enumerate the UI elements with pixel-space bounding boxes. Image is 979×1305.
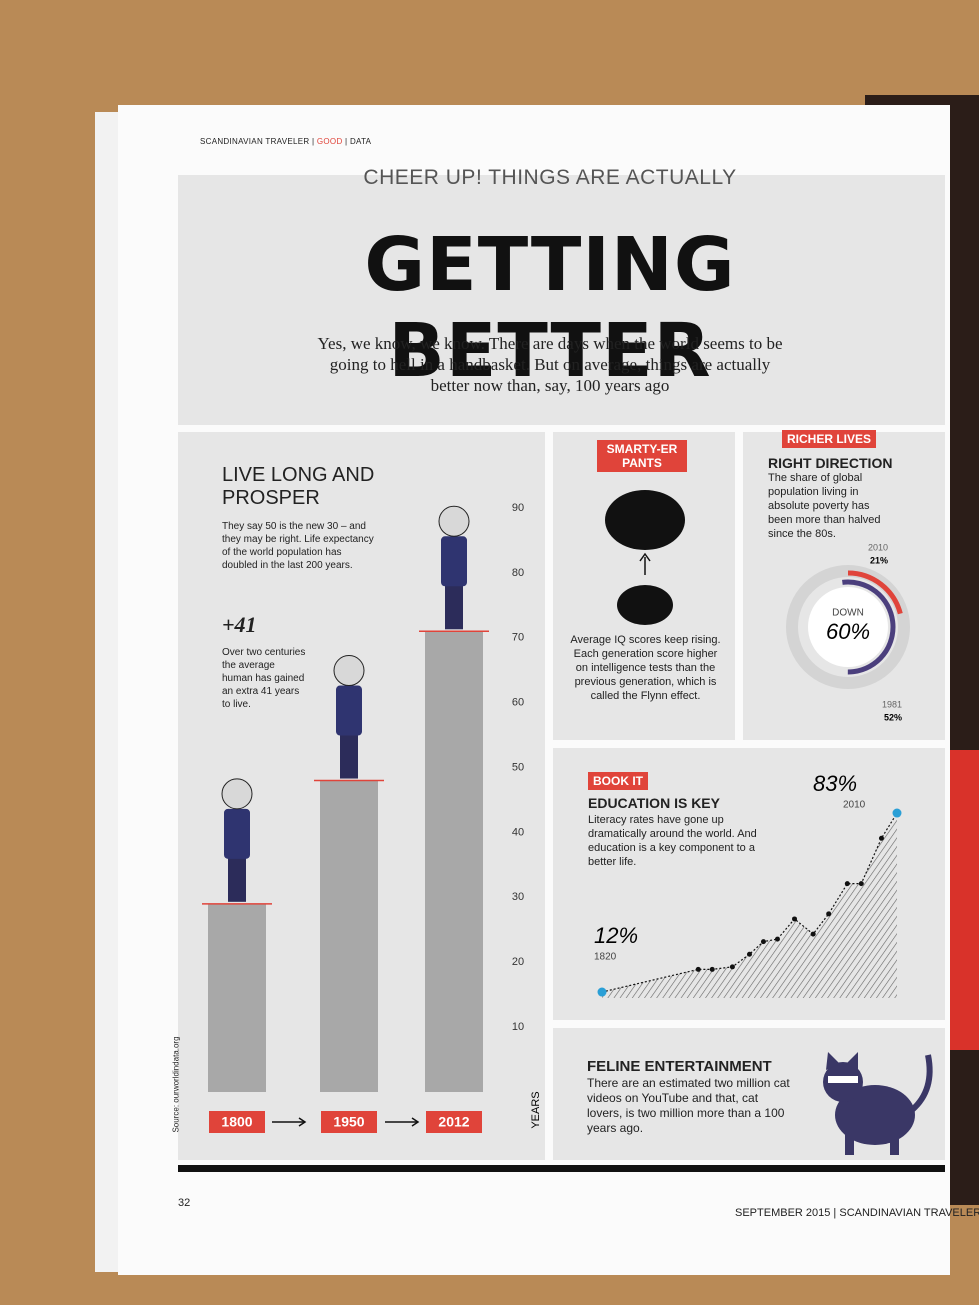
- y-tick-label: 30: [512, 891, 524, 903]
- y-tick-label: 50: [512, 761, 524, 773]
- point: [892, 808, 902, 818]
- y-tick-label: 40: [512, 826, 524, 838]
- donut-center-value: 60%: [826, 619, 870, 644]
- point: [844, 881, 850, 887]
- point: [729, 964, 735, 970]
- annotation-year: 2010: [843, 800, 866, 811]
- figure-legs: [445, 583, 463, 630]
- category-box: [426, 1111, 482, 1133]
- figure: [333, 655, 365, 779]
- donut-inner: [808, 587, 888, 667]
- y-axis-label: YEARS: [530, 1091, 542, 1128]
- point: [878, 835, 884, 841]
- figure: [438, 505, 470, 630]
- publication: SCANDINAVIAN TRAVELER: [200, 137, 310, 146]
- source: Source: ourworldindata.org: [171, 1036, 181, 1133]
- bar: [320, 780, 378, 1092]
- book-text: Literacy rates have gone up dramatically…: [588, 814, 757, 868]
- feline-heading: FELINE ENTERTAINMENT: [587, 1058, 772, 1075]
- richer-tag: RICHER LIVES: [782, 430, 877, 448]
- title: GETTING BETTER: [364, 222, 736, 394]
- y-tick-label: 70: [512, 632, 524, 644]
- footer-line: SEPTEMBER 2015 | SCANDINAVIAN TRAVELER: [735, 1207, 979, 1219]
- life-heading: LIVE LONG AND PROSPER: [222, 464, 375, 509]
- point: [792, 916, 798, 922]
- richer-heading: RIGHT DIRECTION: [768, 455, 893, 471]
- donut-year: 2010: [868, 542, 888, 552]
- bar: [425, 631, 483, 1092]
- section: GOOD: [316, 137, 343, 146]
- subsection: DATA: [349, 137, 372, 146]
- figure-body: [441, 536, 467, 587]
- publication: SCANDINAVIAN TRAVELER: [839, 1207, 979, 1219]
- figure-body: [336, 685, 362, 736]
- cat-icon: [823, 1052, 933, 1155]
- rule: [178, 1165, 945, 1172]
- page-number: 32: [178, 1197, 191, 1209]
- tag: SMARTY-ER PANTS: [597, 440, 687, 472]
- donut-arc: [800, 579, 896, 675]
- category-label: 1950: [333, 1114, 364, 1130]
- category-label: 1800: [221, 1114, 252, 1130]
- y-tick-label: 60: [512, 697, 524, 709]
- tag: BOOK IT: [588, 772, 648, 790]
- y-tick-label: 10: [512, 1021, 524, 1033]
- donut-value: 52%: [884, 712, 902, 722]
- bar: [208, 903, 266, 1092]
- annotation-year: 1820: [594, 952, 617, 963]
- donut-arc: [791, 570, 905, 684]
- donut-center-label: DOWN: [832, 608, 864, 619]
- point: [709, 966, 715, 972]
- point: [746, 951, 752, 957]
- point: [774, 936, 780, 942]
- tag: RICHER LIVES: [782, 430, 877, 448]
- life-stat-text: Over two centuries the average human has…: [222, 647, 306, 710]
- category-box: [321, 1111, 377, 1133]
- richer-text: The share of global population living in…: [768, 472, 881, 540]
- category-label: 2012: [438, 1114, 469, 1130]
- life-stat: +41: [222, 612, 257, 637]
- y-tick-label: 80: [512, 567, 524, 579]
- area-hatch: [602, 813, 897, 998]
- point: [760, 939, 766, 945]
- line: [601, 812, 898, 993]
- smarty-text: Average IQ scores keep rising. Each gene…: [570, 634, 721, 702]
- kicker: CHEER UP! THINGS ARE ACTUALLY: [363, 166, 737, 189]
- donut-year: 1981: [882, 699, 902, 709]
- category-box: [209, 1111, 265, 1133]
- point: [810, 931, 816, 937]
- point: [858, 881, 864, 887]
- intro: Yes, we know, we know. There are days wh…: [317, 334, 783, 395]
- annotation-value: 12%: [594, 923, 638, 948]
- smarty-tag: SMARTY-ER PANTS: [597, 440, 687, 472]
- y-tick-label: 20: [512, 956, 524, 968]
- feline-text: There are an estimated two million cat v…: [587, 1076, 790, 1135]
- date: SEPTEMBER 2015: [735, 1207, 831, 1219]
- panel: [178, 175, 945, 425]
- annotation-value: 83%: [813, 771, 857, 796]
- figure-legs: [340, 732, 358, 779]
- book-tag: BOOK IT: [588, 772, 648, 790]
- life-text: They say 50 is the new 30 – and they may…: [222, 521, 374, 571]
- point: [695, 966, 701, 972]
- figure-head: [333, 655, 365, 687]
- point: [826, 911, 832, 917]
- arrow-head: [298, 1117, 307, 1127]
- y-tick-label: 90: [512, 502, 524, 514]
- figure: [221, 778, 253, 902]
- donut-value: 21%: [870, 555, 888, 565]
- book-heading: EDUCATION IS KEY: [588, 795, 720, 811]
- brain-icons: [605, 490, 685, 625]
- arrow-head: [411, 1117, 420, 1127]
- figure-body: [224, 808, 250, 859]
- figure-legs: [228, 855, 246, 902]
- point: [597, 987, 607, 997]
- figure-head: [221, 778, 253, 810]
- header: SCANDINAVIAN TRAVELER | GOOD | DATA: [200, 137, 372, 146]
- figure-head: [438, 505, 470, 537]
